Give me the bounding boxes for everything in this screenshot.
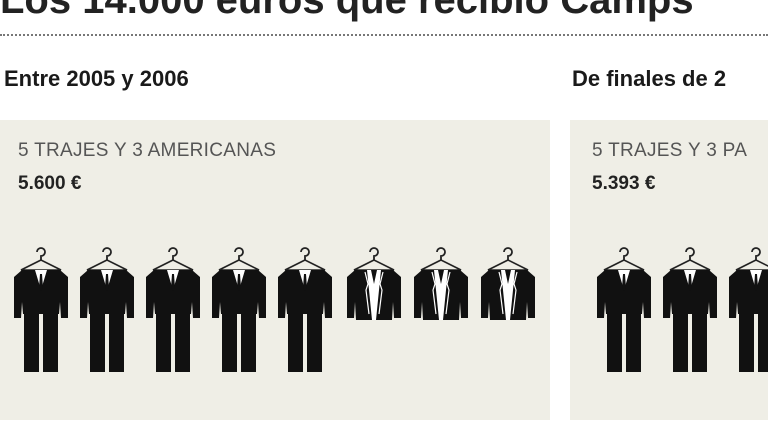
jacket-icon <box>481 248 535 320</box>
suit-icon <box>146 248 200 372</box>
divider <box>0 34 768 36</box>
price: 5.600 € <box>18 173 82 194</box>
panel-heading: Entre 2005 y 2006 <box>4 66 189 91</box>
suit-icon <box>663 248 717 372</box>
suit-icon <box>729 248 768 372</box>
items-label: 5 TRAJES Y 3 PA <box>592 140 748 161</box>
suit-icon <box>80 248 134 372</box>
panel-heading: De finales de 2 <box>572 66 727 91</box>
price: 5.393 € <box>592 173 656 194</box>
title: Los 14.000 euros que recibió Camps <box>0 0 694 22</box>
jacket-icon <box>347 248 401 320</box>
jacket-icon <box>414 248 468 320</box>
clothing-icons <box>570 244 768 379</box>
suit-icon <box>14 248 68 372</box>
panel: 5 TRAJES Y 3 AMERICANAS 5.600 € <box>0 120 550 420</box>
items-label: 5 TRAJES Y 3 AMERICANAS <box>18 140 277 161</box>
clothing-icons <box>0 244 550 379</box>
suit-icon <box>597 248 651 372</box>
suit-icon <box>212 248 266 372</box>
panel: 5 TRAJES Y 3 PA 5.393 € <box>570 120 768 420</box>
suit-icon <box>278 248 332 372</box>
